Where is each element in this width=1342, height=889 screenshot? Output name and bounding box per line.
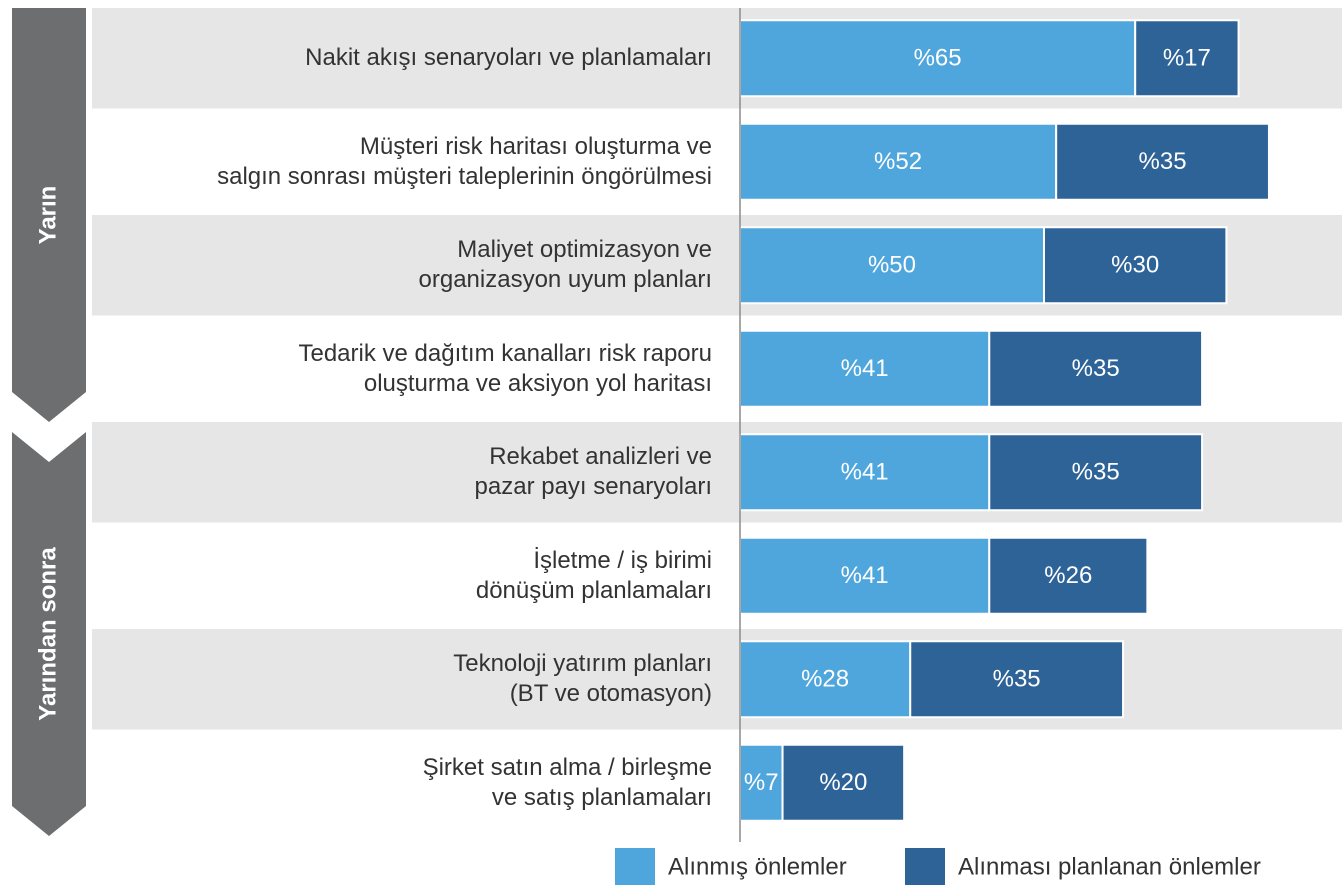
group-banner [12,432,86,836]
value-label: %41 [841,459,889,486]
category-label: Nakit akışı senaryoları ve planlamaları [305,44,712,72]
bar [739,743,784,822]
value-label: %26 [1044,562,1092,589]
category-label: Teknoloji yatırım planları (BT ve otomas… [453,650,712,708]
value-label: %35 [1072,459,1120,486]
value-label: %30 [1111,252,1159,279]
bar [739,226,1045,305]
bar [909,640,1125,719]
category-label: Tedarik ve dağıtım kanalları risk raporu… [298,339,712,397]
value-label: %41 [841,355,889,382]
row-band [92,629,1342,730]
bar [988,433,1204,512]
value-label: %35 [993,666,1041,693]
category-label: İşletme / iş birimi dönüşüm planlamaları [475,546,712,604]
value-label: %35 [1139,148,1187,175]
group-label: Yarından sonra [34,547,61,721]
value-label: %50 [868,252,916,279]
bar [739,122,1058,201]
group-banner [12,8,86,422]
bar [1055,122,1270,201]
category-label: Şirket satın alma / birleşme ve satış pl… [422,753,712,811]
legend-label: Alınmış önlemler [668,853,847,880]
value-label: %17 [1163,45,1211,72]
value-label: %65 [914,45,962,72]
value-label: %35 [1072,355,1120,382]
legend-label: Alınması planlanan önlemler [958,853,1261,880]
category-label: Maliyet optimizasyon ve organizasyon uyu… [418,236,713,294]
category-label: Müşteri risk haritası oluşturma ve salgı… [217,132,712,190]
value-label: %20 [819,769,867,796]
bar [988,536,1149,615]
category-label: Rekabet analizleri ve pazar payı senaryo… [474,443,712,501]
value-label: %28 [801,666,849,693]
bar [988,329,1204,408]
legend-swatch [905,848,945,885]
bar [739,329,991,408]
bar [781,743,906,822]
bar [1134,19,1240,98]
value-label: %41 [841,562,889,589]
value-label: %7 [744,769,779,796]
group-label: Yarın [34,186,61,245]
legend-swatch [615,848,655,885]
value-label: %52 [874,148,922,175]
bar [1043,226,1228,305]
